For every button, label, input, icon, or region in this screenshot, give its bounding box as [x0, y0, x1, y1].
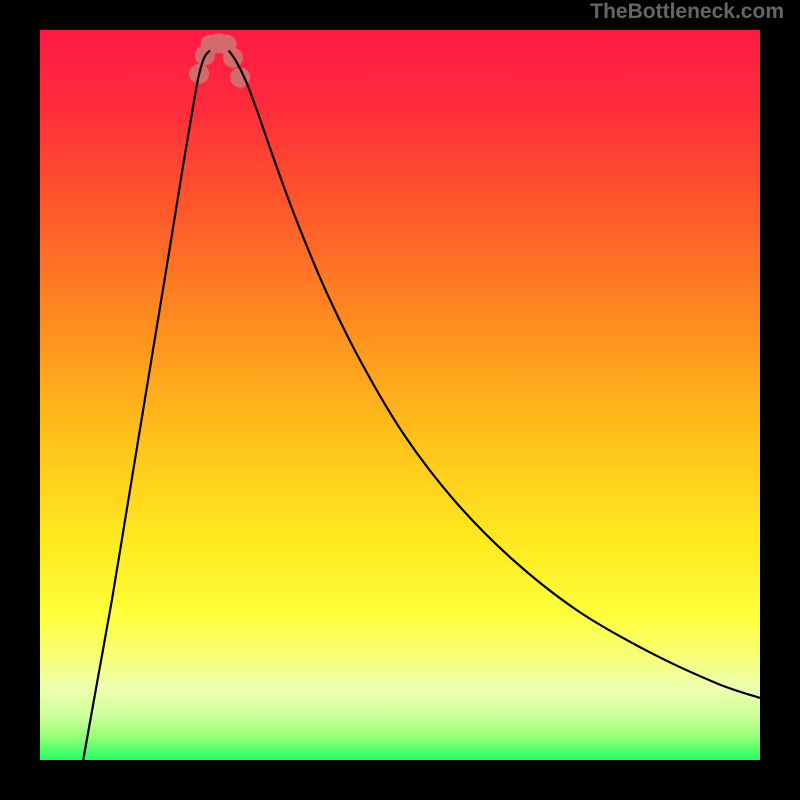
figure-root: TheBottleneck.com — [0, 0, 800, 800]
plot-area — [40, 30, 760, 760]
chart-svg — [0, 0, 800, 800]
